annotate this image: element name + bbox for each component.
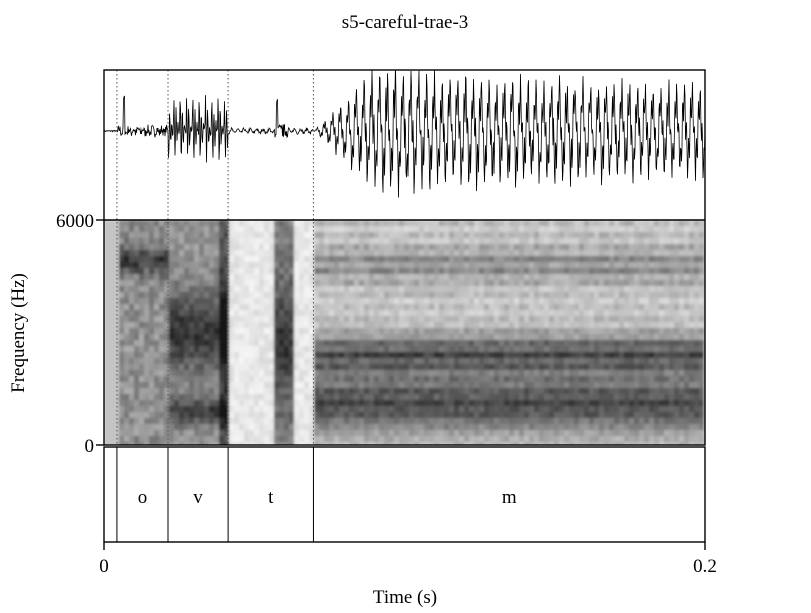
x-tick-start: 0	[99, 556, 109, 577]
figure-title: s5-careful-trae-3	[342, 12, 469, 33]
top-frame	[103, 69, 706, 446]
y-axis-label: Frequency (Hz)	[8, 273, 29, 393]
segment-label: o	[138, 487, 148, 508]
segment-label: v	[193, 487, 203, 508]
spectrogram-panel	[104, 220, 705, 445]
x-tick-end: 0.2	[693, 556, 717, 577]
axis-ticks	[96, 219, 706, 550]
y-tick-max: 6000	[56, 211, 94, 232]
y-tick-min: 0	[85, 436, 95, 457]
tier-boundaries	[116, 447, 314, 542]
segment-boundaries-dotted	[116, 70, 314, 445]
x-axis-label: Time (s)	[373, 587, 437, 608]
waveform-panel	[104, 70, 705, 220]
spectrogram-image	[104, 220, 705, 445]
waveform-trace	[104, 70, 705, 198]
segment-label: m	[502, 487, 517, 508]
segment-label: t	[268, 487, 274, 508]
